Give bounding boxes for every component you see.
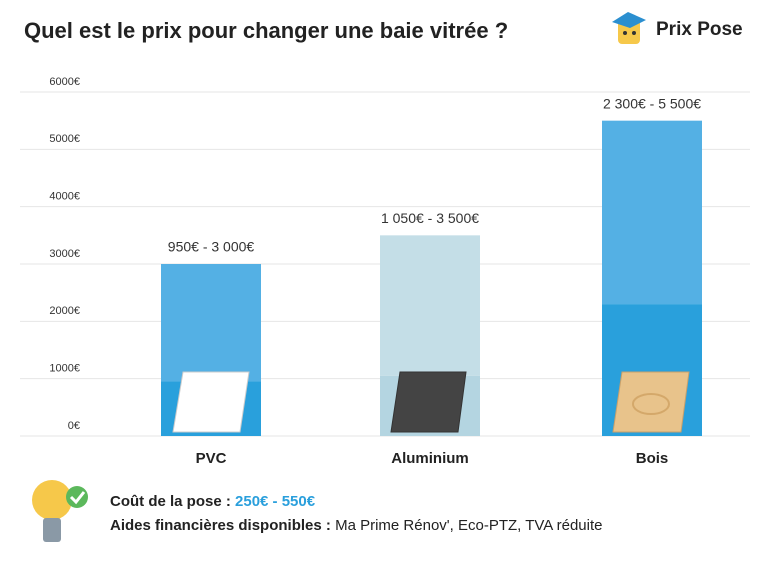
y-tick-label: 1000€ <box>49 363 80 375</box>
footer-line: Coût de la pose : 250€ - 550€ <box>110 493 316 510</box>
y-tick-label: 4000€ <box>49 191 80 203</box>
aid-value: Ma Prime Rénov', Eco-PTZ, TVA réduite <box>335 517 602 534</box>
y-tick-label: 0€ <box>68 420 80 432</box>
x-tick-label: Bois <box>636 450 669 467</box>
footer-line: Aides financières disponibles : Ma Prime… <box>110 517 602 534</box>
brand-logo <box>612 12 646 44</box>
bar-high <box>602 120 702 305</box>
y-tick-label: 2000€ <box>49 305 80 317</box>
y-tick-label: 5000€ <box>49 133 80 145</box>
chart-title: Quel est le prix pour changer une baie v… <box>24 18 508 43</box>
x-tick-label: PVC <box>196 450 227 467</box>
y-tick-label: 3000€ <box>49 248 80 260</box>
material-icons <box>172 371 690 433</box>
value-label: 950€ - 3 000€ <box>168 239 255 255</box>
value-label: 1 050€ - 3 500€ <box>381 210 479 226</box>
bar-high <box>161 264 261 382</box>
value-label: 2 300€ - 5 500€ <box>603 95 701 111</box>
x-tick-label: Aluminium <box>391 450 469 467</box>
cost-label: Coût de la pose : <box>110 493 231 510</box>
aid-label: Aides financières disponibles : <box>110 517 331 534</box>
brand-name: Prix Pose <box>656 19 743 40</box>
y-tick-label: 6000€ <box>49 76 80 88</box>
bar-high <box>380 235 480 376</box>
bulb-icon <box>32 480 88 542</box>
cost-value: 250€ - 550€ <box>235 493 316 510</box>
